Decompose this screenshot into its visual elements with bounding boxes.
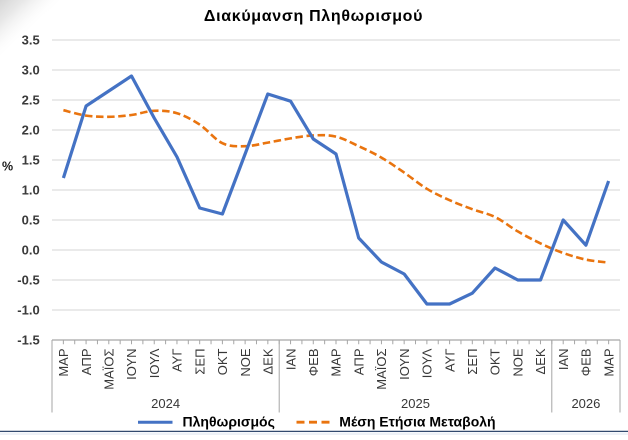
svg-text:-0.5: -0.5 xyxy=(17,273,39,288)
svg-text:2.5: 2.5 xyxy=(22,93,40,108)
svg-text:ΔΕΚ: ΔΕΚ xyxy=(533,348,548,374)
svg-text:ΑΠΡ: ΑΠΡ xyxy=(79,349,94,376)
svg-text:ΙΟΥΛ: ΙΟΥΛ xyxy=(420,348,435,378)
svg-text:ΜΑΡ: ΜΑΡ xyxy=(329,349,344,377)
svg-text:ΟΚΤ: ΟΚΤ xyxy=(488,348,503,375)
svg-text:0.5: 0.5 xyxy=(22,213,40,228)
svg-text:ΑΥΓ: ΑΥΓ xyxy=(442,349,457,373)
svg-text:ΦΕΒ: ΦΕΒ xyxy=(306,349,321,377)
svg-text:1.0: 1.0 xyxy=(22,183,40,198)
svg-text:-1.0: -1.0 xyxy=(17,303,39,318)
svg-text:3.0: 3.0 xyxy=(22,63,40,78)
svg-text:Πληθωρισμός: Πληθωρισμός xyxy=(183,414,275,430)
svg-text:ΙΑΝ: ΙΑΝ xyxy=(283,349,298,371)
svg-text:0.0: 0.0 xyxy=(22,243,40,258)
svg-text:ΝΟΕ: ΝΟΕ xyxy=(238,348,253,377)
svg-text:ΣΕΠ: ΣΕΠ xyxy=(465,349,480,375)
svg-text:3.5: 3.5 xyxy=(22,33,40,48)
svg-text:%: % xyxy=(2,159,13,173)
svg-text:ΝΟΕ: ΝΟΕ xyxy=(511,348,526,377)
svg-text:ΙΟΥΝ: ΙΟΥΝ xyxy=(124,349,139,380)
svg-text:ΜΑΪΟΣ: ΜΑΪΟΣ xyxy=(102,349,117,390)
svg-text:ΙΟΥΛ: ΙΟΥΛ xyxy=(147,348,162,378)
svg-text:ΣΕΠ: ΣΕΠ xyxy=(192,349,207,375)
svg-text:ΙΑΝ: ΙΑΝ xyxy=(556,349,571,371)
svg-text:Διακύμανση Πληθωρισμού: Διακύμανση Πληθωρισμού xyxy=(204,8,423,25)
svg-text:ΙΟΥΝ: ΙΟΥΝ xyxy=(397,349,412,380)
svg-text:2024: 2024 xyxy=(151,396,180,411)
svg-text:2.0: 2.0 xyxy=(22,123,40,138)
svg-text:ΑΥΓ: ΑΥΓ xyxy=(170,349,185,373)
svg-text:ΜΑΪΟΣ: ΜΑΪΟΣ xyxy=(374,349,389,390)
svg-text:ΜΑΡ: ΜΑΡ xyxy=(56,349,71,377)
svg-text:ΟΚΤ: ΟΚΤ xyxy=(215,348,230,375)
svg-text:ΔΕΚ: ΔΕΚ xyxy=(261,348,276,374)
svg-text:ΦΕΒ: ΦΕΒ xyxy=(579,349,594,377)
svg-text:ΑΠΡ: ΑΠΡ xyxy=(351,349,366,376)
svg-text:ΜΑΡ: ΜΑΡ xyxy=(601,349,616,377)
svg-text:2026: 2026 xyxy=(571,396,600,411)
svg-text:1.5: 1.5 xyxy=(22,153,40,168)
svg-text:Μέση Ετήσια Μεταβολή: Μέση Ετήσια Μεταβολή xyxy=(339,414,495,430)
svg-text:-1.5: -1.5 xyxy=(17,333,39,348)
svg-text:2025: 2025 xyxy=(401,396,430,411)
